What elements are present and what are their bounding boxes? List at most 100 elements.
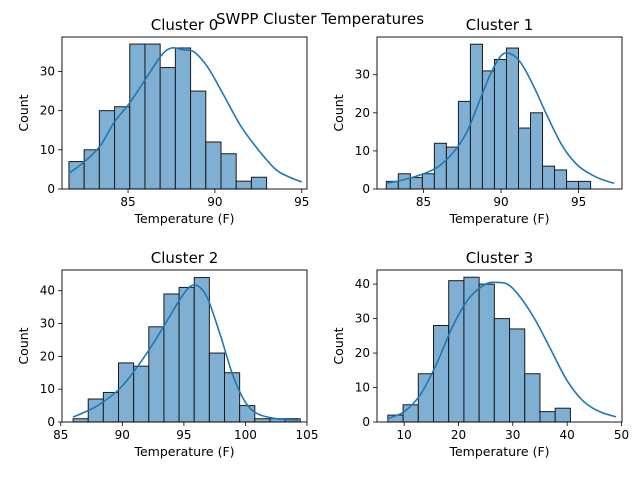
y-axis-label: Count (331, 94, 346, 131)
x-tick-label: 90 (493, 195, 508, 209)
histogram-bar (566, 180, 580, 190)
subplot-cluster-0: 85 90 95 0 10 20 30 Cluster 0 Temperature (F) Cou… (16, 16, 309, 226)
x-axis-label: Temperature (F) (448, 444, 549, 459)
y-tick-label: 40 (355, 277, 370, 291)
y-tick-label: 0 (362, 182, 370, 196)
histogram-bar (148, 326, 165, 423)
histogram-bar (463, 276, 480, 423)
x-tick-label: 20 (451, 428, 466, 442)
histogram-bar (72, 418, 89, 423)
histogram-bar (224, 372, 241, 423)
x-tick-label: 90 (115, 428, 130, 442)
x-tick-label: 50 (614, 428, 629, 442)
y-tick-label: 20 (355, 106, 370, 120)
histogram-bar (448, 280, 465, 423)
axes-frame (61, 269, 308, 423)
histogram-bar (254, 418, 271, 423)
x-axis-label: Temperature (F) (448, 211, 549, 226)
y-tick-label: 10 (355, 144, 370, 158)
subplot-cluster-1: 85 90 95 0 10 20 30 Cluster 1 Temperature (F) Cou… (331, 16, 623, 226)
histogram-bar (524, 373, 541, 423)
histogram-bar (457, 100, 471, 190)
y-tick-label: 30 (355, 312, 370, 326)
y-tick-label: 0 (47, 182, 55, 196)
x-tick-label: 90 (207, 195, 222, 209)
subplot-cluster-2: 85 90 95 100 105 0 10 20 30 40 Cluster 2 Temperatur… (16, 249, 318, 459)
histogram-bar (118, 362, 135, 423)
y-tick-label: 30 (355, 68, 370, 82)
y-tick-label: 20 (355, 346, 370, 360)
histogram-bar (174, 47, 192, 190)
y-tick-label: 10 (355, 381, 370, 395)
y-tick-label: 10 (40, 382, 55, 396)
x-tick-label: 85 (120, 195, 135, 209)
histogram-bar (493, 58, 507, 190)
histogram-bar (554, 169, 568, 190)
histogram-bar (539, 411, 556, 423)
y-tick-label: 0 (362, 415, 370, 429)
histogram-bar (190, 90, 207, 190)
histogram-bar (517, 127, 532, 190)
x-tick-label: 105 (296, 428, 319, 442)
y-tick-label: 20 (40, 104, 55, 118)
histogram-bar (530, 112, 544, 190)
x-tick-label: 100 (234, 428, 257, 442)
y-axis-label: Count (16, 327, 31, 364)
x-tick-label: 95 (176, 428, 191, 442)
histogram-bar (421, 173, 435, 190)
histogram-bar (220, 153, 237, 190)
histogram-bar (433, 142, 447, 190)
x-axis-label: Temperature (F) (133, 211, 234, 226)
subplot-cluster-3: 10 20 30 40 50 0 10 20 30 40 Cluster 3 Temperature … (331, 249, 629, 459)
y-axis-label: Count (331, 327, 346, 364)
x-tick-label: 95 (571, 195, 586, 209)
histogram-bar (505, 47, 519, 190)
y-tick-label: 30 (40, 64, 55, 78)
figure-title: SWPP Cluster Temperatures (216, 10, 424, 28)
y-tick-label: 0 (47, 415, 55, 429)
x-tick-label: 40 (559, 428, 574, 442)
histogram-bar (98, 110, 116, 190)
x-tick-label: 85 (416, 195, 431, 209)
kde-curve (72, 284, 299, 422)
histogram-bar (493, 318, 511, 423)
y-tick-label: 20 (40, 349, 55, 363)
histogram-bar (250, 176, 268, 190)
histogram-bar (509, 328, 526, 423)
histogram-bar (554, 407, 571, 423)
histogram-bar (159, 67, 176, 190)
histogram-bar (478, 283, 495, 423)
subplot-title: Cluster 3 (466, 249, 534, 267)
subplot-title: Cluster 1 (466, 16, 534, 34)
y-axis-label: Count (16, 94, 31, 131)
y-tick-label: 40 (40, 284, 55, 298)
x-tick-label: 10 (397, 428, 412, 442)
histogram-bar (208, 352, 226, 423)
x-axis-label: Temperature (F) (133, 444, 234, 459)
subplot-grid: 85 90 95 0 10 20 30 Cluster 0 Temperature (F) Cou… (16, 16, 629, 459)
histogram-bar (542, 165, 556, 190)
histogram-bar (133, 365, 150, 423)
histogram-bar (129, 43, 146, 190)
x-tick-label: 30 (505, 428, 520, 442)
histogram-bar (409, 177, 423, 190)
kde-curve (68, 46, 303, 183)
subplot-title: Cluster 2 (151, 249, 219, 267)
histogram-bar (578, 180, 592, 190)
histogram-bar (68, 161, 85, 190)
histogram-bar (144, 43, 161, 190)
kde-curve (386, 52, 615, 185)
subplot-title: Cluster 0 (151, 16, 219, 34)
y-tick-label: 30 (40, 317, 55, 331)
histogram-bar (235, 180, 252, 190)
x-tick-label: 85 (53, 428, 68, 442)
axes-frame (376, 269, 623, 423)
histogram-bar (402, 404, 419, 423)
histogram-bar (205, 141, 222, 190)
axes-frame (61, 36, 308, 190)
y-tick-label: 10 (40, 143, 55, 157)
histogram-bar (178, 286, 195, 423)
kde-curve (387, 281, 617, 420)
histogram-bar (469, 43, 483, 190)
